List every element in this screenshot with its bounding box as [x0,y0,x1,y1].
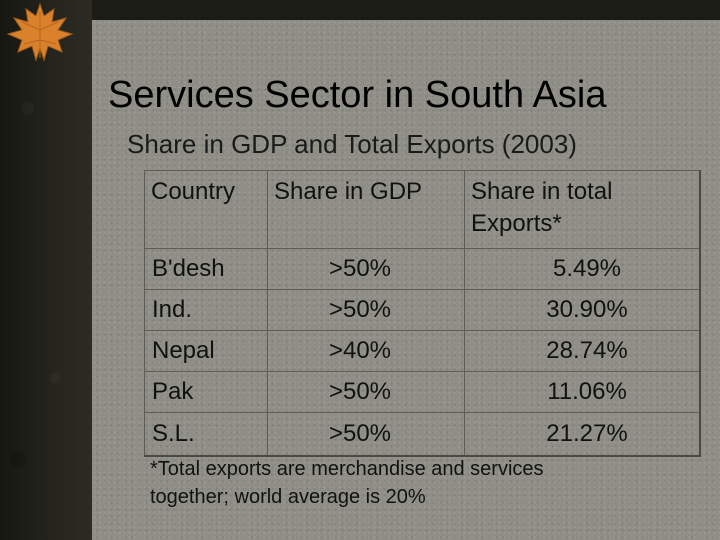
maple-leaf-icon [6,2,74,62]
table-row: B'desh >50% 5.49% [144,248,701,290]
cell-gdp-share: >40% [267,330,465,372]
cell-export-share: 21.27% [464,412,701,457]
cell-export-share: 11.06% [464,371,701,413]
cell-gdp-share: >50% [267,248,465,290]
share-table: Country Share in GDP Share in total Expo… [144,170,701,457]
table-row: S.L. >50% 21.27% [144,412,701,457]
table-row: Ind. >50% 30.90% [144,289,701,331]
cell-country: Pak [144,371,268,413]
cell-export-share: 30.90% [464,289,701,331]
footnote-line2: together; world average is 20% [150,486,426,508]
table-row: Nepal >40% 28.74% [144,330,701,372]
cell-export-share: 5.49% [464,248,701,290]
slide-subtitle: Share in GDP and Total Exports (2003) [127,129,577,159]
cell-gdp-share: >50% [267,412,465,457]
cell-country: S.L. [144,412,268,457]
cell-country: Nepal [144,330,268,372]
table-header-row: Country Share in GDP Share in total Expo… [144,170,701,249]
header-share-gdp: Share in GDP [267,170,465,249]
cell-gdp-share: >50% [267,289,465,331]
header-share-exports: Share in total Exports* [464,170,701,249]
footnote: *Total exports are merchandise and servi… [150,455,670,511]
slide-title: Services Sector in South Asia [108,74,607,116]
header-exports-line2: Exports* [471,210,562,237]
footnote-line1: *Total exports are merchandise and servi… [150,458,544,480]
header-exports-line1: Share in total [471,178,613,205]
left-decorative-strip [0,0,92,540]
strip-texture [0,0,92,540]
cell-country: Ind. [144,289,268,331]
cell-country: B'desh [144,248,268,290]
table-row: Pak >50% 11.06% [144,371,701,413]
cell-gdp-share: >50% [267,371,465,413]
top-dark-band [92,0,720,20]
cell-export-share: 28.74% [464,330,701,372]
header-country: Country [144,170,268,249]
